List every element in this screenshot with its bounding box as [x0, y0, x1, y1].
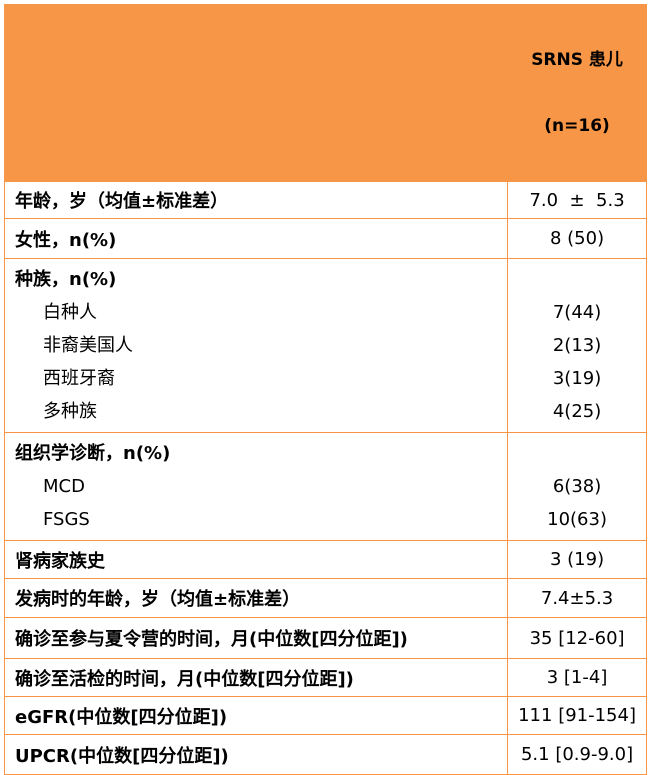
table-row: 组织学诊断，n(%) MCD FSGS 6(38) 10(63)	[3, 432, 647, 541]
item-label: 西班牙裔	[43, 368, 115, 389]
group-label: 组织学诊断，n(%)	[15, 443, 171, 464]
row-value: 3 [1-4]	[507, 658, 647, 697]
data-table: SRNS 患儿 (n=16) 年龄，岁（均值±标准差） 7.0 ± 5.3 女性，n…	[3, 4, 647, 775]
value-cell: 7(44) 2(13) 3(19) 4(25)	[507, 258, 647, 433]
row-value: 5.1 [0.9-9.0]	[507, 734, 647, 775]
spacer	[518, 437, 636, 470]
row-value: 35 [12-60]	[507, 617, 647, 659]
item-label: 非裔美国人	[43, 335, 133, 356]
row-label: UPCR(中位数[四分位距])	[3, 734, 509, 775]
row-value: 7.0 ± 5.3	[507, 181, 647, 219]
item-label: 多种族	[43, 401, 97, 422]
table-row: 发病时的年龄，岁（均值±标准差） 7.4±5.3	[3, 578, 647, 618]
item-value: 6(38)	[552, 476, 602, 497]
row-label: 确诊至活检的时间，月(中位数[四分位距])	[3, 658, 509, 697]
row-value: 7.4±5.3	[507, 578, 647, 618]
row-label: 女性，n(%)	[3, 218, 509, 259]
row-label: 年龄，岁（均值±标准差）	[3, 181, 509, 219]
table-row: 确诊至参与夏令营的时间，月(中位数[四分位距]) 35 [12-60]	[3, 617, 647, 659]
label-cell: 种族，n(%) 白种人非裔美国人西班牙裔多种族	[3, 258, 509, 433]
header-title: SRNS 患儿	[531, 50, 623, 70]
header-blank	[3, 4, 509, 182]
item-value: 2(13)	[552, 335, 602, 356]
table-row: 种族，n(%) 白种人非裔美国人西班牙裔多种族 7(44) 2(13) 3(19) 4(2…	[3, 258, 647, 433]
group-label: 种族，n(%)	[15, 269, 117, 290]
row-label: 确诊至参与夏令营的时间，月(中位数[四分位距])	[3, 617, 509, 659]
table-row: 年龄，岁（均值±标准差） 7.0 ± 5.3	[3, 181, 647, 219]
spacer	[518, 263, 636, 296]
item-value: 4(25)	[552, 401, 602, 422]
header-subtitle: (n=16)	[544, 116, 610, 136]
header-row: SRNS 患儿 (n=16)	[3, 4, 647, 182]
item-value: 10(63)	[547, 509, 607, 530]
label-cell: 组织学诊断，n(%) MCD FSGS	[3, 432, 509, 541]
item-label: FSGS	[43, 509, 90, 530]
row-label: 肾病家族史	[3, 540, 509, 579]
table-row: UPCR(中位数[四分位距]) 5.1 [0.9-9.0]	[3, 734, 647, 775]
row-value: 8 (50)	[507, 218, 647, 259]
row-label: 发病时的年龄，岁（均值±标准差）	[3, 578, 509, 618]
table-body: 年龄，岁（均值±标准差） 7.0 ± 5.3 女性，n(%) 8 (50) 种族，n(%…	[3, 181, 647, 775]
item-label: 白种人	[43, 302, 97, 323]
item-value: 3(19)	[552, 368, 602, 389]
header-cell: SRNS 患儿 (n=16)	[507, 4, 647, 182]
table-row: 确诊至活检的时间，月(中位数[四分位距]) 3 [1-4]	[3, 658, 647, 697]
row-value: 111 [91-154]	[507, 696, 647, 735]
table-row: 女性，n(%) 8 (50)	[3, 218, 647, 259]
page: SRNS 患儿 (n=16) 年龄，岁（均值±标准差） 7.0 ± 5.3 女性，n…	[3, 4, 647, 775]
row-label: eGFR(中位数[四分位距])	[3, 696, 509, 735]
row-value: 3 (19)	[507, 540, 647, 579]
item-label: MCD	[43, 476, 85, 497]
table-row: eGFR(中位数[四分位距]) 111 [91-154]	[3, 696, 647, 735]
item-value: 7(44)	[552, 302, 602, 323]
table-row: 肾病家族史 3 (19)	[3, 540, 647, 579]
value-cell: 6(38) 10(63)	[507, 432, 647, 541]
